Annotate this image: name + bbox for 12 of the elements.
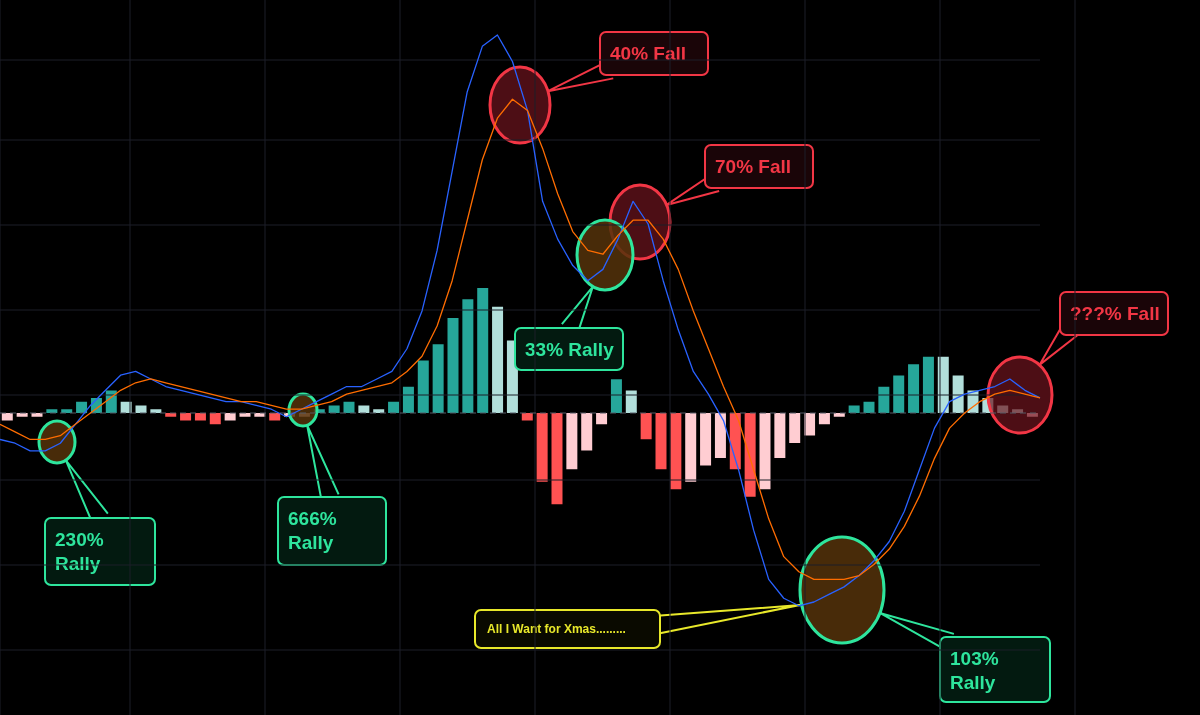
- callout: 230% Rally: [37, 419, 156, 586]
- callout: All I Want for Xmas.........: [474, 604, 801, 649]
- callout: 70% Fall: [608, 144, 814, 261]
- annotation: 666% Rally: [288, 508, 337, 553]
- annotation: 33% Rally: [525, 338, 615, 360]
- callout: 33% Rally: [514, 218, 635, 371]
- callout: 103% Rally: [798, 535, 1051, 703]
- callout: ???% Fall: [986, 291, 1169, 435]
- annotation: 40% Fall: [610, 43, 687, 65]
- annotation: 70% Fall: [715, 156, 792, 178]
- annotation: 230% Rally: [55, 529, 104, 574]
- callout: 40% Fall: [488, 31, 709, 145]
